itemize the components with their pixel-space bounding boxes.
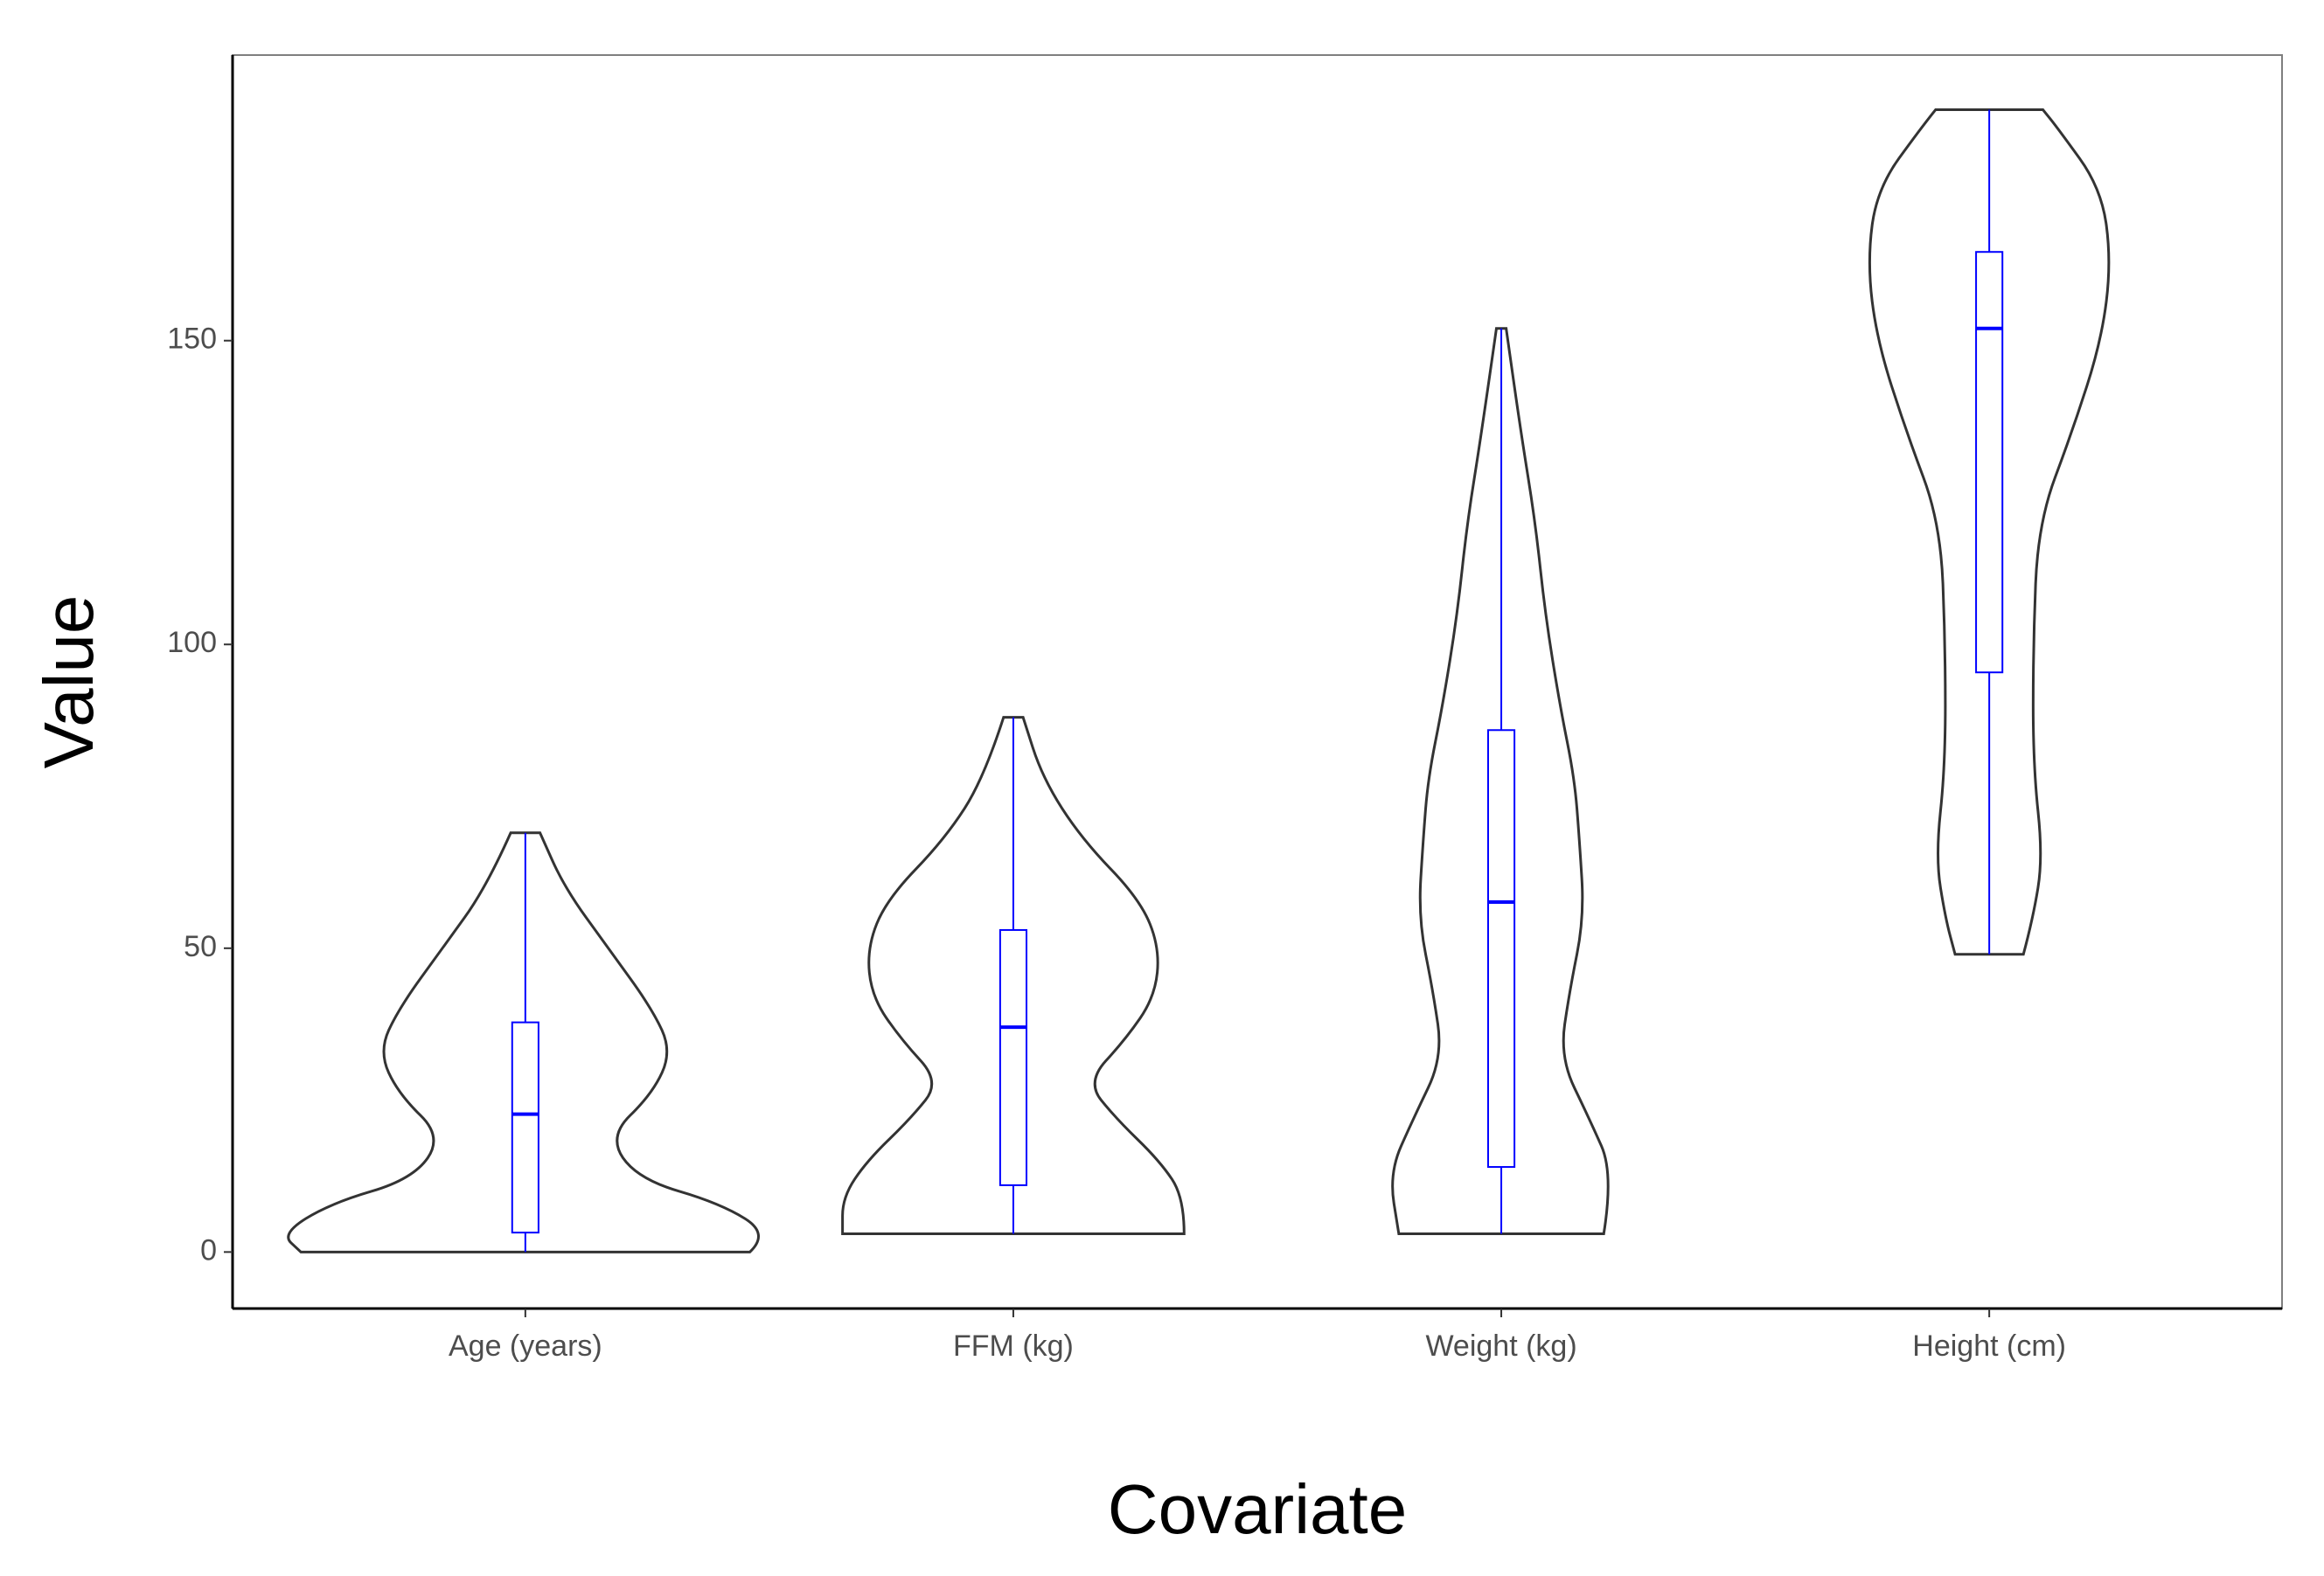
x-tick-label: FFM (kg) [953, 1330, 1074, 1363]
y-tick-label: 50 [184, 930, 217, 963]
box [1486, 729, 1516, 1169]
y-tick-label: 0 [200, 1233, 217, 1267]
x-axis-title: Covariate [1108, 1470, 1407, 1548]
box [998, 928, 1028, 1186]
y-axis-title: Value [30, 595, 108, 769]
violin [1868, 108, 2111, 956]
violin [287, 831, 760, 1253]
y-tick-label: 100 [167, 626, 217, 659]
box [1975, 251, 2004, 674]
plot-frame [232, 54, 2283, 1309]
x-tick-label: Age (years) [449, 1330, 602, 1363]
violin [1391, 327, 1610, 1235]
x-tick-label: Height (cm) [1912, 1330, 2066, 1363]
x-tick-label: Weight (kg) [1425, 1330, 1576, 1363]
y-tick-label: 150 [167, 323, 217, 356]
box [511, 1021, 539, 1234]
violin [841, 716, 1186, 1235]
